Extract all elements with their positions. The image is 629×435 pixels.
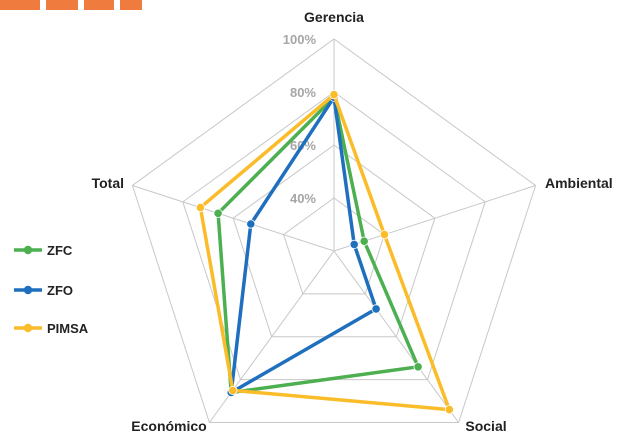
axis-spoke — [132, 185, 335, 252]
decorative-header-fragment — [0, 0, 170, 10]
axis-label: Económico — [131, 418, 206, 434]
legend-item-pimsa: PIMSA — [14, 321, 89, 336]
grid-ring-60 — [232, 144, 436, 338]
tick-label: 80% — [290, 85, 316, 100]
legend-label: ZFC — [47, 243, 73, 258]
data-point — [228, 385, 238, 395]
axis-labels: Gerencia Ambiental Social Económico Total — [92, 9, 613, 434]
axis-label: Total — [92, 175, 124, 191]
series-pimsa — [195, 90, 454, 415]
grid-ring-40 — [283, 197, 385, 295]
tick-label: 100% — [283, 32, 317, 47]
axis-label: Social — [465, 418, 506, 434]
series-layer — [195, 90, 454, 415]
grid-layer: 40%60%80%100% — [131, 32, 537, 423]
tick-label: 40% — [290, 191, 316, 206]
data-point — [246, 219, 256, 229]
legend-item-zfo: ZFO — [14, 283, 73, 298]
data-point — [413, 362, 423, 372]
axis-label: Gerencia — [304, 9, 364, 25]
series-line — [229, 95, 378, 395]
data-point — [379, 230, 389, 240]
series-line — [216, 95, 420, 395]
axis-spoke — [333, 250, 460, 423]
legend: ZFC ZFO PIMSA — [14, 243, 89, 336]
data-point — [213, 208, 223, 218]
data-point — [349, 239, 359, 249]
data-point — [329, 90, 339, 100]
series-line — [198, 92, 452, 412]
data-point — [444, 404, 454, 415]
legend-marker — [23, 323, 33, 333]
series-zfo — [226, 92, 381, 398]
grid-ring-100 — [131, 38, 537, 423]
legend-label: ZFO — [47, 283, 73, 298]
data-point — [359, 236, 369, 246]
series-zfc — [213, 92, 423, 398]
axis-label: Ambiental — [545, 175, 613, 191]
legend-marker — [23, 285, 33, 295]
data-point — [371, 304, 381, 314]
legend-marker — [23, 245, 33, 255]
legend-item-zfc: ZFC — [14, 243, 73, 258]
data-point — [195, 203, 205, 213]
legend-label: PIMSA — [47, 321, 89, 336]
